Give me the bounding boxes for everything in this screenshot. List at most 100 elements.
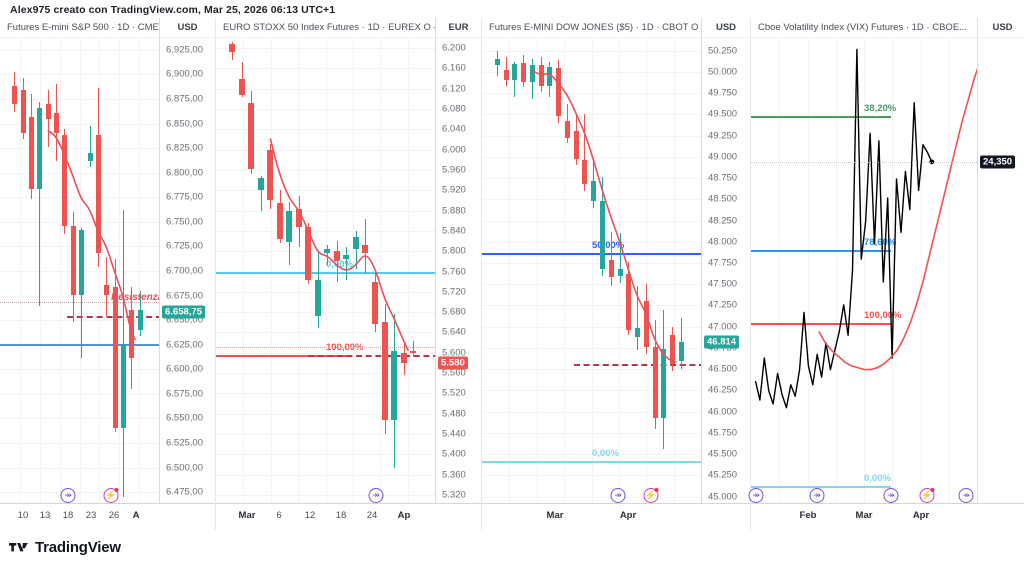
earnings-icon[interactable]: ↠: [748, 488, 764, 503]
chart-panel-sp500: Futures E-mini S&P 500 · 1D · CME O – Ap…: [0, 18, 215, 530]
dividend-icon[interactable]: ⚡: [919, 488, 935, 503]
tradingview-logo-text: TradingView: [35, 539, 121, 556]
overlay-dashed-fib-dashed: [574, 364, 701, 367]
candle-body: [643, 301, 649, 348]
currency-label-sp500: USD: [159, 18, 215, 37]
candle-wick: [413, 340, 415, 357]
price-tick-label: 5.640: [442, 326, 466, 338]
gridline-h: [482, 390, 701, 392]
earnings-icon[interactable]: ↠: [809, 488, 825, 503]
candle-body: [590, 180, 596, 202]
gridline-h: [482, 347, 701, 349]
gridline-h: [0, 443, 159, 445]
candle-body: [652, 347, 658, 419]
price-tick-label: 5.440: [442, 428, 466, 440]
fib-label-000: 0,00%: [326, 258, 353, 270]
price-tick-label: 49.000: [708, 151, 738, 163]
plot-area-dowjones[interactable]: 50,00% 0,00%: [482, 38, 701, 503]
candle-body: [410, 350, 416, 353]
panel-title-estoxx50[interactable]: EURO STOXX 50 Index Futures · 1D · EUREX…: [223, 22, 435, 33]
price-tick-label: 6.725,00: [166, 240, 203, 252]
gridline-v: [892, 38, 893, 503]
price-tick-label: 5.880: [442, 205, 466, 217]
time-axis-vix[interactable]: Feb Mar Apr ↠ ↠ ↠ ⚡ ↠: [748, 488, 1024, 530]
candle-body: [511, 64, 517, 81]
plot-area-estoxx50[interactable]: 0,00% 100,00%: [216, 38, 435, 503]
time-tick-label: 18: [335, 510, 347, 521]
current-price-dotted: [751, 162, 977, 164]
candle-wick: [327, 245, 329, 266]
panel-title-dowjones[interactable]: Futures E-MINI DOW JONES ($5) · 1D · CBO…: [489, 22, 701, 33]
earnings-icon[interactable]: ↠: [60, 488, 76, 503]
gridline-v: [537, 38, 538, 503]
time-axis-estoxx50[interactable]: Mar 6 12 18 24 Ap ↠: [216, 488, 481, 530]
price-axis-vix[interactable]: 24,350: [977, 38, 1024, 503]
dividend-icon[interactable]: ⚡: [103, 488, 119, 503]
fib-line-000: [751, 485, 891, 488]
panel-header-sp500: Futures E-mini S&P 500 · 1D · CME O – Ap…: [0, 18, 215, 38]
time-tick-label: Apr: [912, 510, 930, 521]
overlay-dotted: [216, 346, 435, 348]
price-tick-label: 47.250: [708, 299, 738, 311]
price-axis-estoxx50[interactable]: 6.200 6.160 6.120 6.080 6.040 6.000 5.960 5.920…: [435, 38, 481, 503]
price-tick-label: 48.000: [708, 236, 738, 248]
fib-label-5000: 50,00%: [592, 239, 625, 251]
time-tick-label: Mar: [855, 510, 873, 521]
dividend-icon[interactable]: ⚡: [643, 488, 659, 503]
candle-body: [555, 67, 561, 117]
candle-wick: [611, 231, 613, 286]
candle-body: [277, 203, 283, 239]
price-tick-label: 5.720: [442, 286, 466, 298]
gridline-v: [408, 38, 409, 503]
earnings-icon[interactable]: ↠: [610, 488, 626, 503]
price-tick-label: 6.000: [442, 144, 466, 156]
price-tick-label: 6.080: [442, 103, 466, 115]
overlay-line-fib-50: [482, 252, 701, 255]
chart-panel-dowjones: Futures E-MINI DOW JONES ($5) · 1D · CBO…: [481, 18, 750, 530]
attribution-text: Alex975 creato con TradingView.com, Mar …: [10, 4, 336, 16]
gridline-h: [0, 98, 159, 100]
plot-area-sp500[interactable]: Resistenza: [0, 38, 159, 503]
candle-body: [36, 107, 42, 190]
price-tick-label: 5.480: [442, 408, 466, 420]
gridline-h: [0, 320, 159, 322]
earnings-icon[interactable]: ↠: [368, 488, 384, 503]
time-tick-label: Mar: [238, 510, 256, 521]
price-tick-label: 5.400: [442, 448, 466, 460]
time-axis-sp500[interactable]: 10 13 18 23 26 A ↠ ⚡: [0, 488, 215, 530]
time-tick-label: 6: [276, 510, 282, 521]
gridline-v: [119, 38, 120, 503]
candle-wick: [337, 241, 339, 282]
price-tick-label: 6.650,00: [166, 314, 203, 326]
gridline-h: [0, 49, 159, 51]
gridline-h: [482, 135, 701, 137]
overlay-dashed-fib-100-dashed: [308, 354, 435, 357]
price-tick-label: 6.900,00: [166, 68, 203, 80]
price-tick-label: 5.560: [442, 367, 466, 379]
price-tick-label: 6.875,00: [166, 93, 203, 105]
time-tick-label: Mar: [546, 510, 564, 521]
fib-label-7860: 78,60%: [864, 237, 897, 249]
candle-body: [267, 149, 273, 201]
gridline-h: [482, 369, 701, 371]
price-axis-dowjones[interactable]: 50.250 50.000 49.750 49.500 49.250 49.000 48.7…: [701, 38, 750, 503]
panel-title-vix[interactable]: Cboe Volatility Index (VIX) Futures · 1D…: [758, 22, 968, 33]
price-tick-label: 5.760: [442, 266, 466, 277]
earnings-icon[interactable]: ↠: [958, 488, 974, 503]
gridline-h: [216, 68, 435, 70]
gridline-h: [482, 284, 701, 286]
price-tick-label: 46.000: [708, 406, 738, 418]
price-tick-label: 5.320: [442, 489, 466, 501]
time-axis-dowjones[interactable]: Mar Apr ↠ ⚡: [482, 488, 750, 530]
gridline-v: [298, 38, 299, 503]
gridline-v: [380, 38, 381, 503]
time-tick-label: Ap: [397, 510, 411, 521]
overlay-line-fib-0: [216, 271, 435, 274]
plot-area-vix[interactable]: 38,20% 78,60% 100,00% 0,00%: [751, 38, 977, 503]
price-tick-label: 6.160: [442, 62, 466, 74]
gridline-v: [646, 38, 647, 503]
time-tick-label: 10: [17, 510, 29, 521]
panel-title-sp500[interactable]: Futures E-mini S&P 500 · 1D · CME O – Ap…: [7, 22, 159, 33]
earnings-icon[interactable]: ↠: [883, 488, 899, 503]
price-axis-sp500[interactable]: 6.925,00 6.900,00 6.875,00 6.850,00 6.825,00…: [159, 38, 215, 503]
